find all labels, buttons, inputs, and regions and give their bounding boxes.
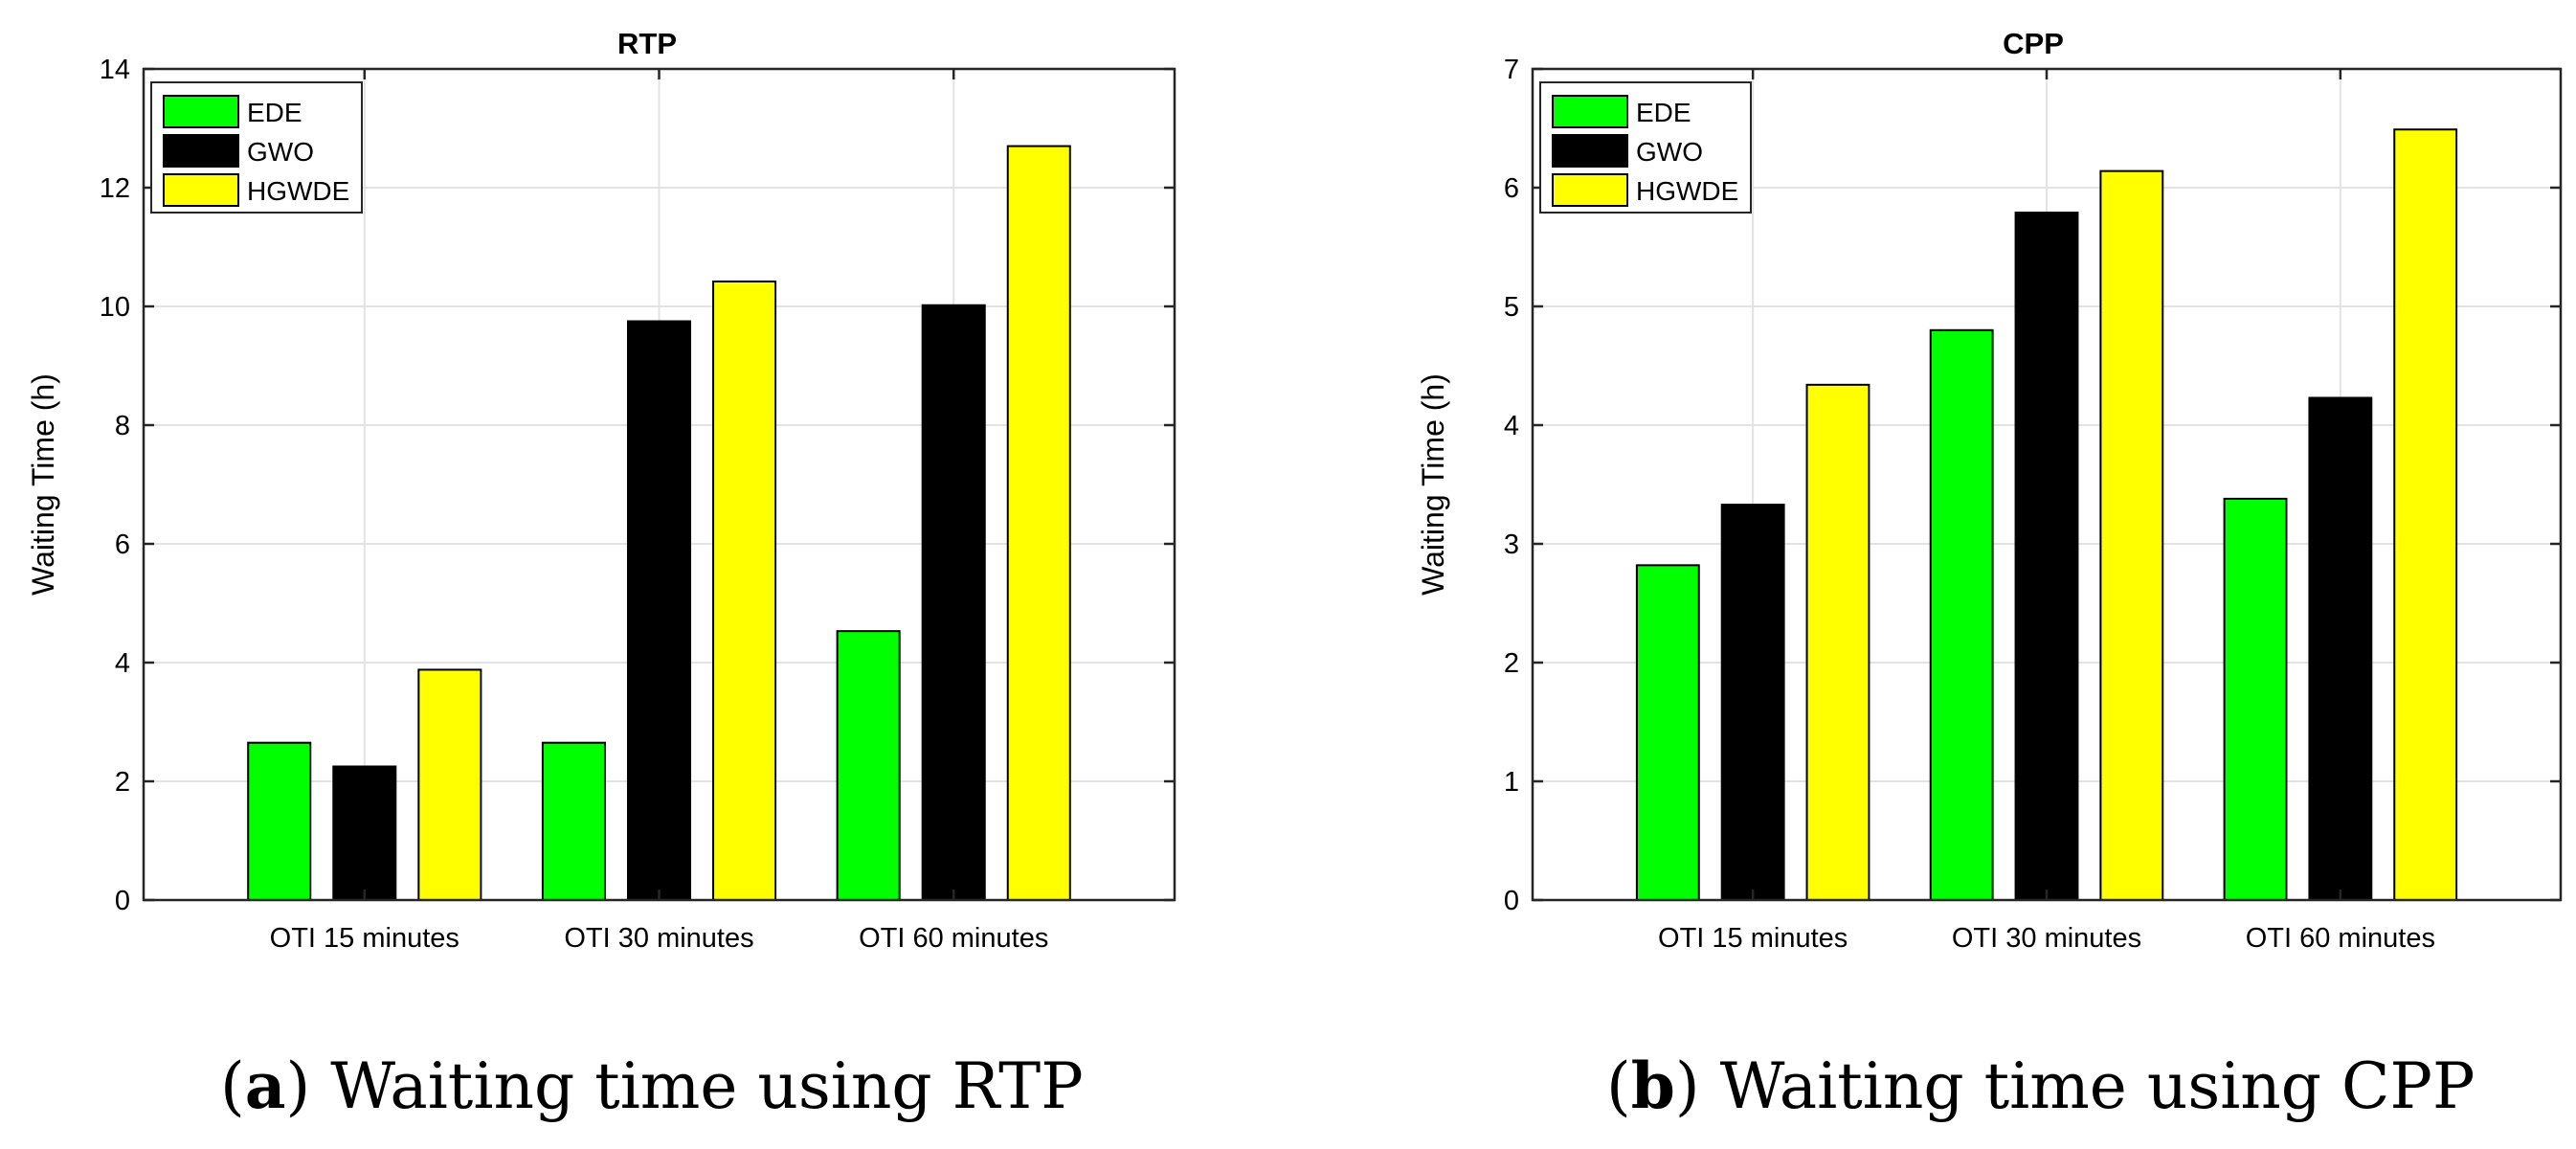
legend-label-gwo: GWO bbox=[1636, 137, 1703, 167]
legend-label-hgwde: HGWDE bbox=[247, 176, 349, 206]
bar-hgwde-3 bbox=[1006, 145, 1071, 902]
x-tick-label: OTI 15 minutes bbox=[270, 923, 459, 954]
y-tick-label: 14 bbox=[100, 55, 130, 85]
caption-b-letter: b bbox=[1630, 1048, 1675, 1123]
y-tick-label: 3 bbox=[1504, 529, 1519, 560]
x-tick-label: OTI 60 minutes bbox=[2246, 923, 2435, 954]
legend-label-gwo: GWO bbox=[247, 137, 314, 167]
y-tick-label: 12 bbox=[100, 173, 130, 204]
chart-rtp: 0 2 4 6 8 10 12 14 OTI 15 minutes OTI 30 minutes O… bbox=[26, 27, 1176, 954]
legend-swatch-ede bbox=[1552, 95, 1628, 128]
y-tick-label: 2 bbox=[1504, 648, 1519, 679]
x-tick-label: OTI 30 minutes bbox=[564, 923, 753, 954]
bar-gwo-3 bbox=[2308, 396, 2373, 902]
y-axis-label: Waiting Time (h) bbox=[1416, 373, 1450, 596]
bar-gwo-1 bbox=[1720, 504, 1785, 902]
y-tick-label: 7 bbox=[1504, 55, 1519, 85]
bar-gwo-1 bbox=[332, 765, 397, 901]
bar-ede-3 bbox=[2223, 497, 2288, 901]
bar-ede-1 bbox=[247, 741, 312, 902]
y-tick-label: 0 bbox=[1504, 886, 1519, 916]
y-tick-label: 0 bbox=[115, 886, 130, 916]
caption-a-letter: a bbox=[244, 1048, 286, 1123]
legend-swatch-gwo bbox=[1552, 134, 1628, 168]
bar-gwo-2 bbox=[626, 320, 692, 901]
y-tick-label: 6 bbox=[1504, 173, 1519, 204]
legend-swatch-hgwde bbox=[163, 173, 239, 207]
legend-label-hgwde: HGWDE bbox=[1636, 176, 1738, 206]
y-tick-label: 6 bbox=[115, 529, 130, 560]
legend-swatch-gwo bbox=[163, 134, 239, 168]
y-axis-label: Waiting Time (h) bbox=[26, 373, 60, 596]
chart-cpp: 0 1 2 3 4 5 6 7 OTI 15 minutes OTI 30 minutes OTI … bbox=[1416, 27, 2563, 954]
bar-hgwde-3 bbox=[2393, 128, 2458, 902]
y-tick-label: 4 bbox=[1504, 411, 1519, 441]
y-tick-label: 4 bbox=[115, 648, 130, 679]
legend-swatch-hgwde bbox=[1552, 173, 1628, 207]
bar-ede-2 bbox=[541, 741, 606, 902]
y-tick-label: 10 bbox=[100, 292, 130, 323]
legend-label-ede: EDE bbox=[1636, 98, 1691, 127]
bar-gwo-3 bbox=[921, 304, 986, 901]
bar-ede-2 bbox=[1929, 328, 1994, 901]
bar-ede-3 bbox=[836, 630, 901, 901]
x-tick-label: OTI 30 minutes bbox=[1952, 923, 2141, 954]
chart-title: RTP bbox=[617, 27, 677, 60]
caption-a-text: Waiting time using RTP bbox=[330, 1049, 1084, 1123]
bar-gwo-2 bbox=[2014, 212, 2079, 902]
y-tick-label: 8 bbox=[115, 411, 130, 441]
x-tick-label: OTI 15 minutes bbox=[1658, 923, 1848, 954]
legend-label-ede: EDE bbox=[247, 98, 302, 127]
bar-hgwde-1 bbox=[1805, 383, 1870, 901]
caption-b-text: Waiting time using CPP bbox=[1719, 1049, 2475, 1123]
caption-b: (b) Waiting time using CPP bbox=[1606, 1048, 2475, 1123]
y-tick-label: 2 bbox=[115, 767, 130, 798]
bar-hgwde-1 bbox=[417, 668, 482, 901]
y-tick-label: 5 bbox=[1504, 292, 1519, 323]
legend-swatch-ede bbox=[163, 95, 239, 128]
bar-hgwde-2 bbox=[712, 280, 777, 901]
chart-title: CPP bbox=[2003, 27, 2064, 60]
y-tick-label: 1 bbox=[1504, 767, 1519, 798]
x-tick-label: OTI 60 minutes bbox=[859, 923, 1048, 954]
bar-hgwde-2 bbox=[2099, 169, 2164, 901]
caption-a: (a) Waiting time using RTP bbox=[220, 1048, 1084, 1123]
bar-ede-1 bbox=[1635, 564, 1700, 901]
